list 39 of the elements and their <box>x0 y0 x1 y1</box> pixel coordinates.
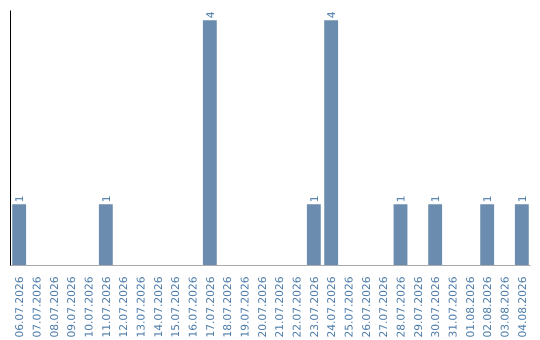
x-tick-label: 16.07.2026 <box>186 276 200 338</box>
x-tick-label: 07.07.2026 <box>30 276 44 338</box>
x-tick-label: 23.07.2026 <box>308 276 321 338</box>
x-tick-label: 06.07.2026 <box>13 276 26 338</box>
x-tick-label: 15.07.2026 <box>169 276 182 338</box>
data-label: 4 <box>204 11 217 18</box>
x-tick-label: 31.07.2026 <box>446 276 460 338</box>
data-label: 1 <box>13 195 26 202</box>
x-tick-label: 14.07.2026 <box>152 276 165 338</box>
x-tick-label: 02.08.2026 <box>481 276 494 338</box>
x-tick-label: 18.07.2026 <box>221 276 234 338</box>
x-tick-label: 30.07.2026 <box>429 276 442 338</box>
data-label: 1 <box>481 195 494 202</box>
x-tick-label: 08.07.2026 <box>48 276 61 338</box>
x-tick-label: 11.07.2026 <box>100 276 113 338</box>
x-tick-label: 21.07.2026 <box>273 276 286 338</box>
x-tick-label: 29.07.2026 <box>412 276 425 338</box>
x-tick-label: 26.07.2026 <box>360 276 373 338</box>
data-label: 1 <box>100 195 113 202</box>
x-tick-label: 03.08.2026 <box>498 276 512 338</box>
data-label: 1 <box>429 195 442 202</box>
data-label: 1 <box>516 195 529 202</box>
x-tick-label: 13.07.2026 <box>134 276 148 338</box>
x-tick-label: 20.07.2026 <box>256 276 269 338</box>
data-label: 1 <box>394 195 408 202</box>
x-tick-label: 25.07.2026 <box>342 276 356 338</box>
x-tick-label: 17.07.2026 <box>204 276 217 338</box>
x-tick-label: 09.07.2026 <box>65 276 78 338</box>
x-tick-label: 10.07.2026 <box>82 276 96 338</box>
x-tick-label: 01.08.2026 <box>464 276 477 338</box>
data-label: 1 <box>308 195 321 202</box>
x-tick-label: 22.07.2026 <box>290 276 304 338</box>
x-tick-label: 28.07.2026 <box>394 276 408 338</box>
x-tick-label: 19.07.2026 <box>238 276 252 338</box>
x-tick-label: 04.08.2026 <box>516 276 529 338</box>
data-label: 4 <box>325 11 338 18</box>
x-tick-label: 24.07.2026 <box>325 276 338 338</box>
x-tick-label: 27.07.2026 <box>377 276 390 338</box>
x-tick-label: 12.07.2026 <box>117 276 130 338</box>
